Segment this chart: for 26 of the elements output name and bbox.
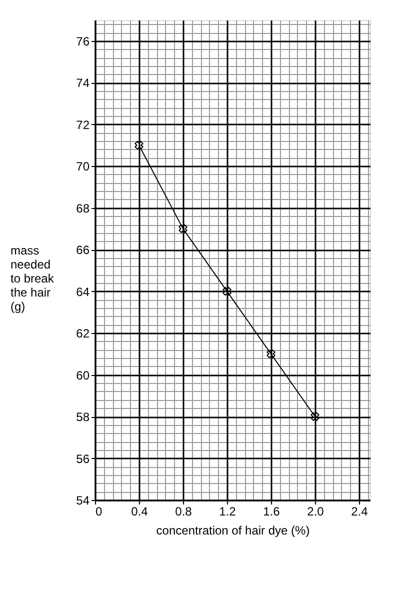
x-tick-label: 2.4 xyxy=(351,504,368,518)
x-tick-label: 0.4 xyxy=(131,504,148,518)
x-tick-label: 0.8 xyxy=(175,504,192,518)
point xyxy=(222,286,232,296)
y-tick-label: 70 xyxy=(76,160,90,174)
x-tick-label: 1.6 xyxy=(263,504,280,518)
y-tick-label: 60 xyxy=(76,368,90,382)
x-axis-title: concentration of hair dye (%) xyxy=(156,524,310,538)
point xyxy=(178,224,188,234)
point xyxy=(134,140,144,150)
x-tick-label: 2.0 xyxy=(307,504,324,518)
x-tick-label: 0 xyxy=(96,504,102,518)
y-tick-label: 74 xyxy=(76,76,90,90)
y-tick-label: 72 xyxy=(76,118,90,132)
y-tick-label: 68 xyxy=(76,201,90,216)
y-tick-label: 58 xyxy=(76,410,90,424)
y-tick-label: 64 xyxy=(76,284,90,299)
y-axis-title: mass needed to break the hair (g) xyxy=(10,244,55,314)
y-tick-label: 54 xyxy=(76,494,90,508)
x-tick-label: 1.2 xyxy=(219,504,236,518)
y-tick-label: 56 xyxy=(76,452,90,466)
point xyxy=(266,350,276,358)
y-tick-label: 76 xyxy=(76,34,90,48)
y-tick-label: 66 xyxy=(76,243,90,258)
point xyxy=(310,412,320,421)
y-tick-label: 62 xyxy=(76,326,90,341)
